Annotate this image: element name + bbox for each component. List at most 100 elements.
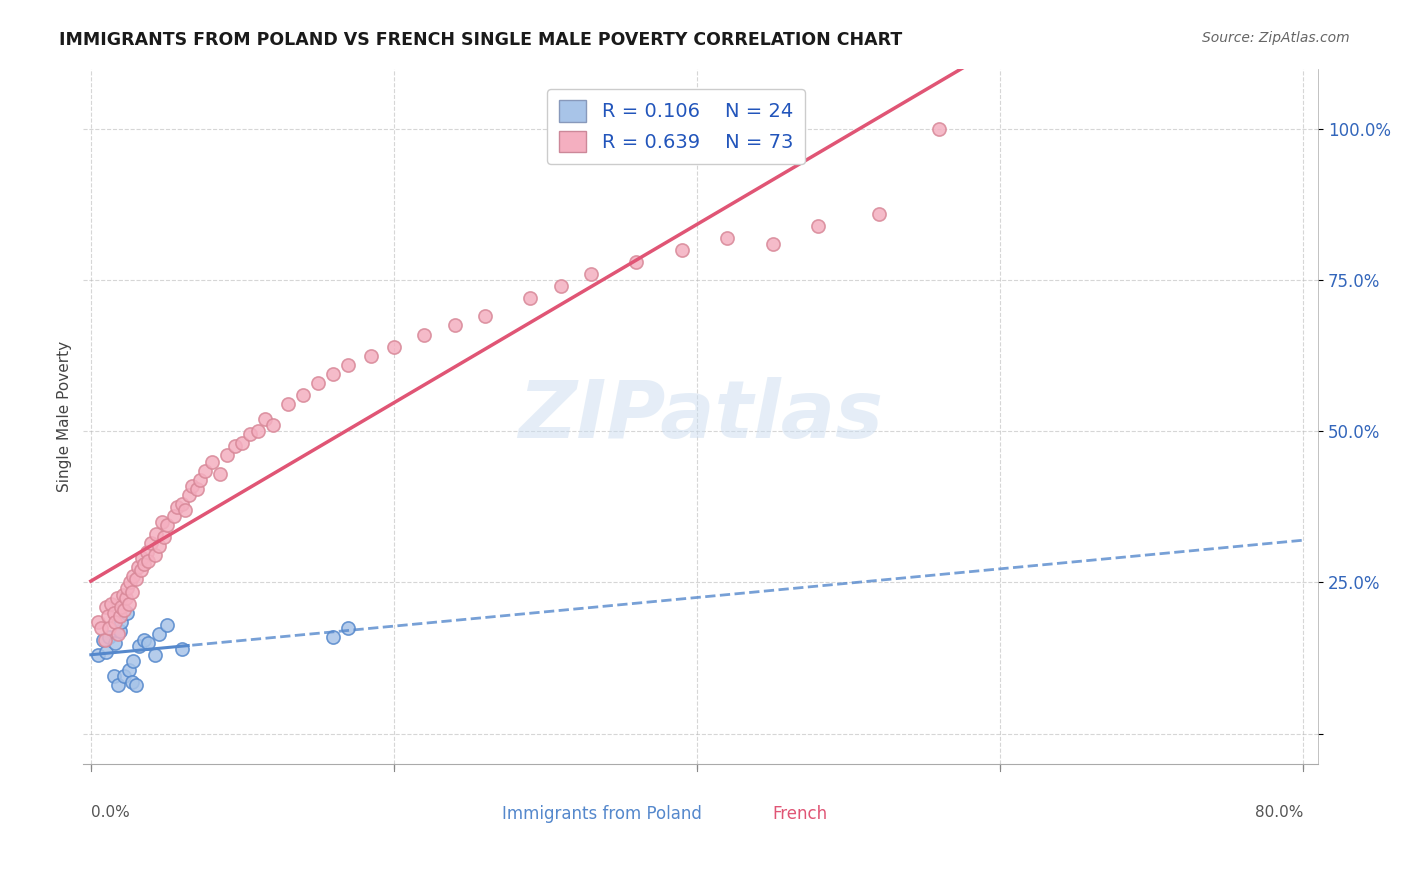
Point: [201, 454, 224, 468]
Point: [143, 548, 166, 562]
Point: [152, 530, 174, 544]
Text: 0.0%: 0.0%: [91, 805, 129, 821]
Text: French: French: [772, 805, 827, 823]
Point: [107, 678, 129, 692]
Point: [132, 558, 155, 572]
Point: [519, 291, 541, 305]
Point: [231, 436, 253, 450]
Point: [277, 397, 299, 411]
Point: [112, 602, 135, 616]
Point: [103, 606, 125, 620]
Point: [93, 632, 115, 647]
Point: [181, 479, 204, 493]
Point: [121, 675, 143, 690]
Point: [118, 597, 141, 611]
Point: [186, 482, 208, 496]
Point: [337, 358, 360, 372]
Point: [108, 624, 131, 638]
Point: [208, 467, 231, 481]
Point: [87, 648, 110, 662]
Point: [115, 606, 138, 620]
Point: [104, 636, 127, 650]
Point: [132, 632, 155, 647]
Point: [170, 497, 193, 511]
Point: [762, 236, 785, 251]
Point: [239, 427, 262, 442]
Point: [179, 488, 201, 502]
Point: [129, 563, 152, 577]
Point: [163, 508, 186, 523]
Point: [254, 412, 277, 426]
Point: [322, 367, 344, 381]
Point: [103, 669, 125, 683]
Point: [443, 318, 465, 333]
Point: [141, 536, 163, 550]
Y-axis label: Single Male Poverty: Single Male Poverty: [58, 341, 72, 491]
Point: [110, 615, 132, 629]
Point: [120, 575, 142, 590]
Point: [193, 464, 215, 478]
Text: 80.0%: 80.0%: [1254, 805, 1303, 821]
Text: ZIPatlas: ZIPatlas: [519, 377, 883, 455]
Point: [217, 449, 239, 463]
Point: [138, 554, 160, 568]
Point: [111, 588, 134, 602]
Point: [224, 439, 246, 453]
Text: IMMIGRANTS FROM POLAND VS FRENCH SINGLE MALE POVERTY CORRELATION CHART: IMMIGRANTS FROM POLAND VS FRENCH SINGLE …: [59, 31, 903, 49]
Point: [382, 340, 405, 354]
Point: [188, 473, 211, 487]
Point: [114, 591, 136, 605]
Point: [148, 627, 170, 641]
Point: [156, 617, 179, 632]
Point: [156, 518, 179, 533]
Point: [121, 584, 143, 599]
Point: [105, 591, 128, 605]
Point: [112, 669, 135, 683]
Point: [122, 654, 145, 668]
Point: [127, 560, 149, 574]
Point: [122, 569, 145, 583]
Point: [626, 255, 648, 269]
Point: [474, 310, 496, 324]
Point: [413, 327, 436, 342]
Point: [136, 545, 159, 559]
Point: [128, 639, 150, 653]
Point: [307, 376, 329, 390]
Point: [108, 608, 131, 623]
Point: [550, 279, 572, 293]
Point: [87, 615, 110, 629]
Point: [671, 243, 693, 257]
Point: [131, 551, 153, 566]
Point: [262, 418, 284, 433]
Point: [246, 424, 269, 438]
Point: [150, 515, 173, 529]
Point: [166, 500, 188, 514]
Point: [98, 621, 121, 635]
Point: [118, 663, 141, 677]
Point: [125, 573, 148, 587]
Point: [173, 503, 195, 517]
Point: [170, 642, 193, 657]
Point: [125, 678, 148, 692]
Point: [145, 527, 167, 541]
Point: [96, 608, 118, 623]
Point: [107, 627, 129, 641]
Point: [337, 621, 360, 635]
Point: [360, 349, 382, 363]
Point: [928, 122, 950, 136]
Point: [94, 599, 117, 614]
Point: [98, 630, 121, 644]
Point: [91, 632, 114, 647]
Point: [579, 267, 602, 281]
Point: [138, 636, 160, 650]
Point: [716, 231, 738, 245]
Point: [322, 630, 344, 644]
Point: [292, 388, 315, 402]
Point: [100, 597, 122, 611]
Point: [115, 582, 138, 596]
Text: Source: ZipAtlas.com: Source: ZipAtlas.com: [1202, 31, 1350, 45]
Point: [807, 219, 830, 233]
Point: [148, 539, 170, 553]
Point: [110, 599, 132, 614]
Point: [104, 615, 127, 629]
